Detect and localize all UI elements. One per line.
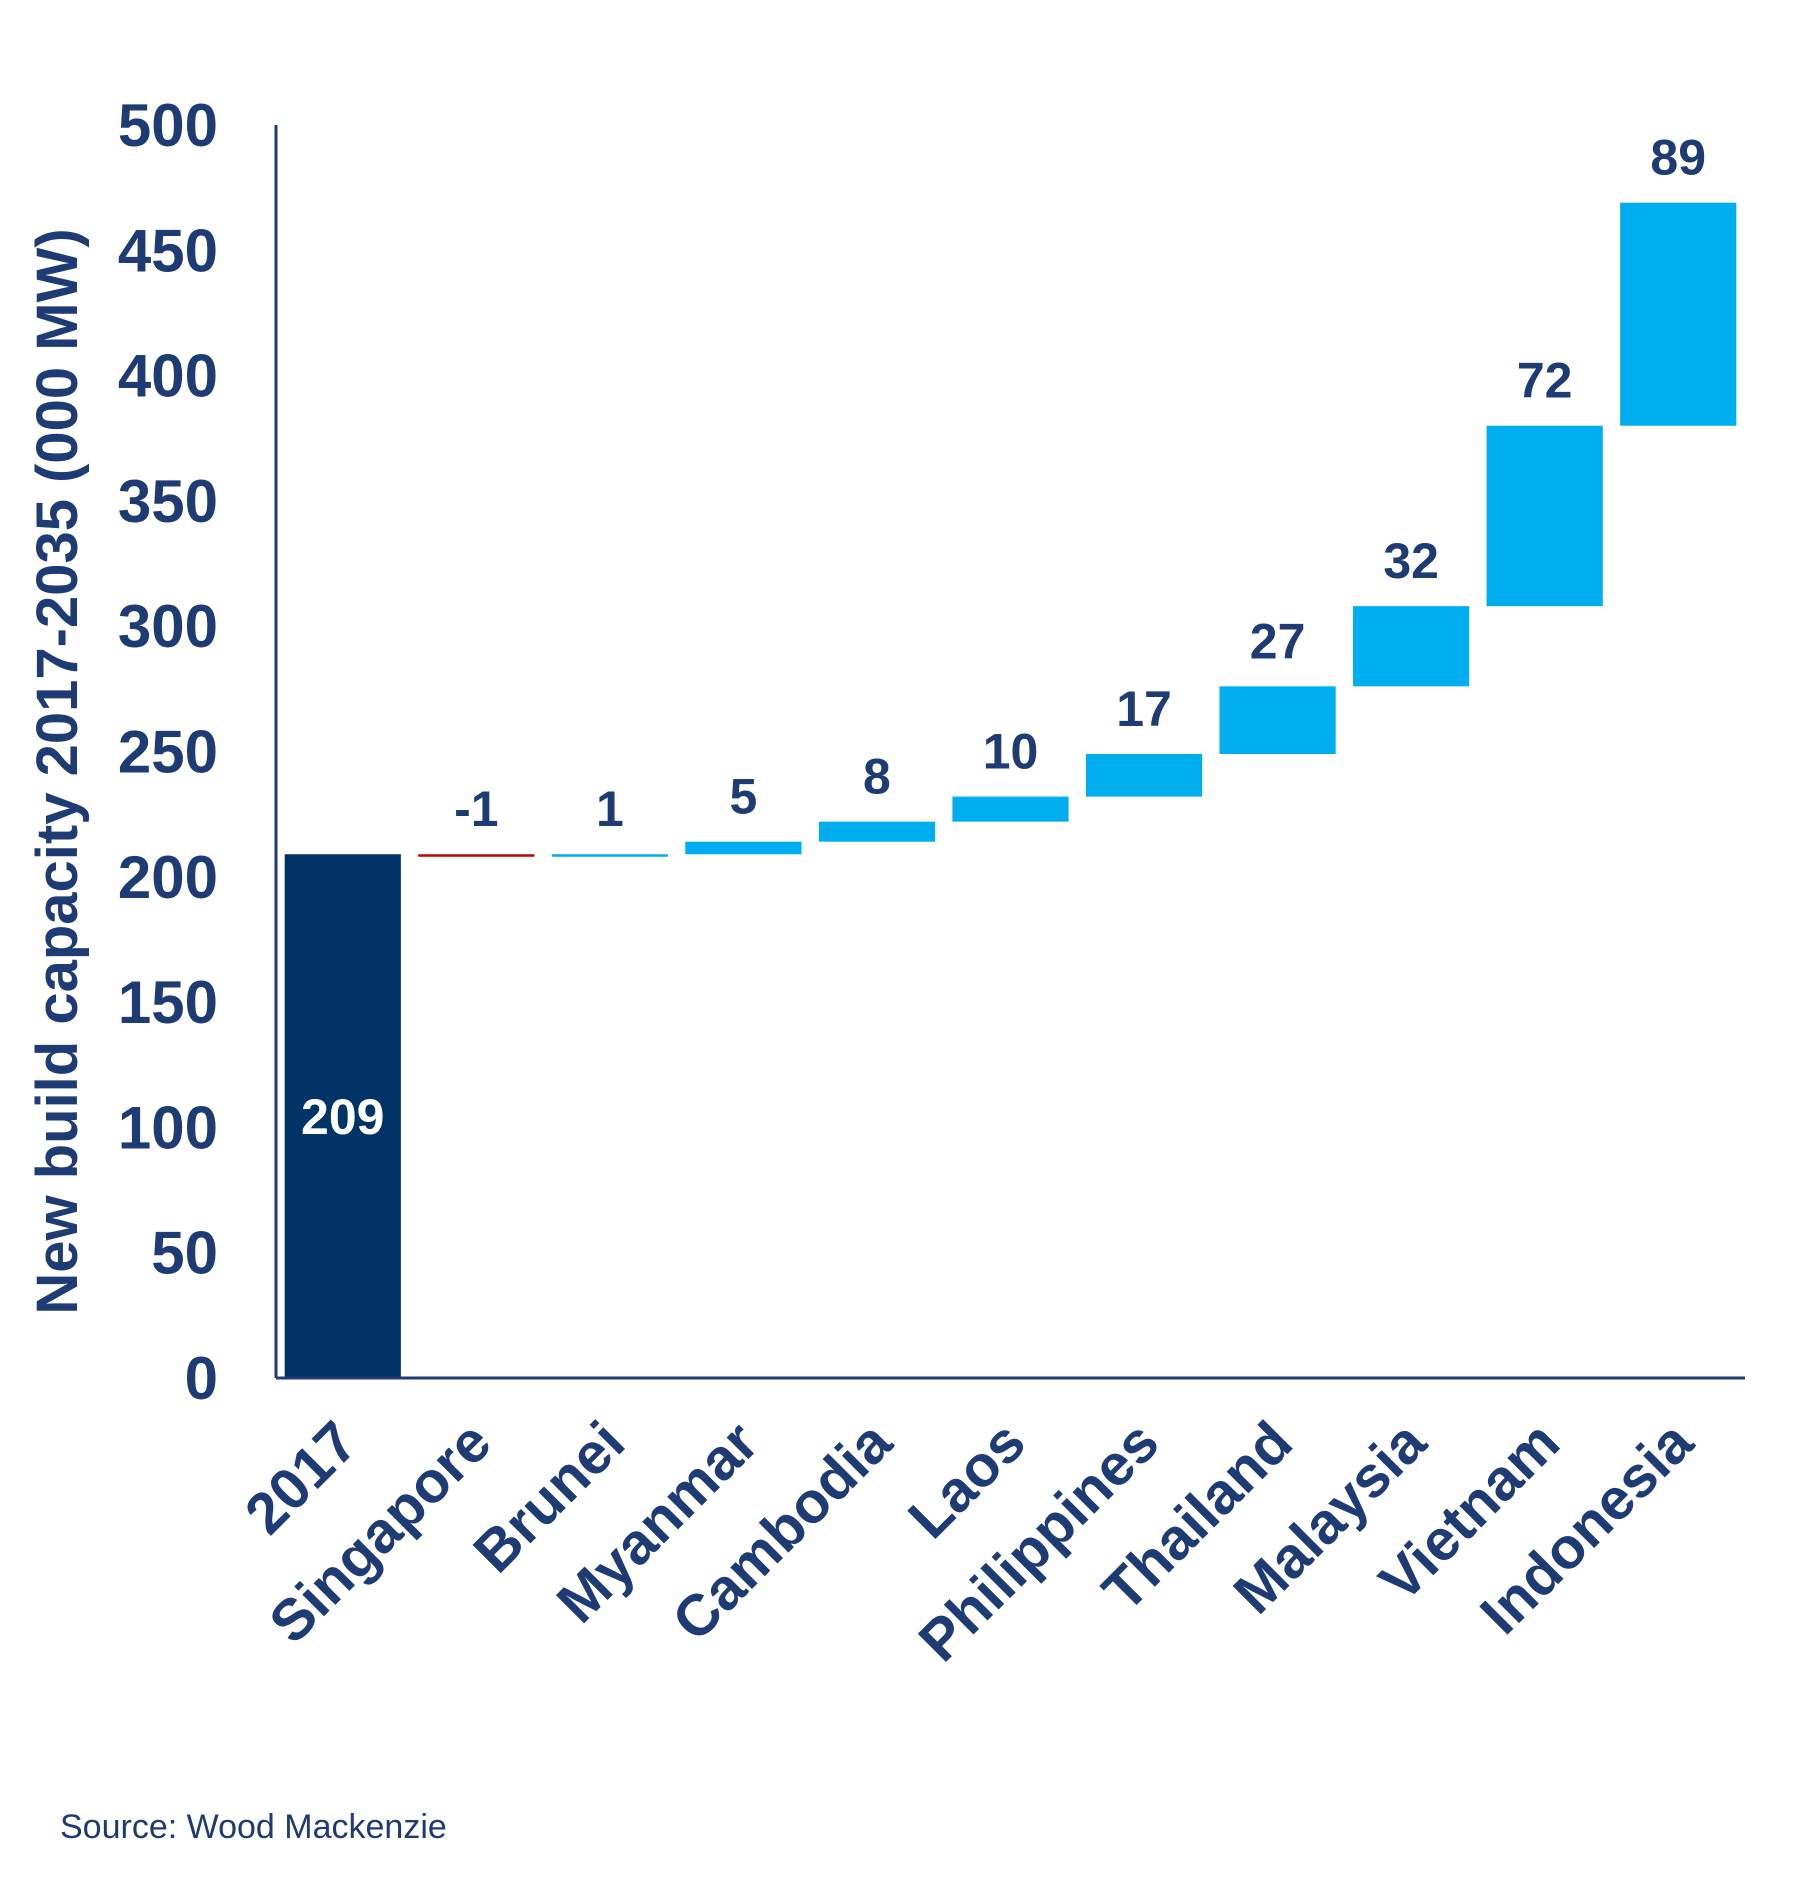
y-axis-title: New build capacity 2017-2035 (000 MW) [25, 228, 90, 1314]
y-tick-label: 150 [118, 969, 218, 1036]
data-label-philippines: 17 [1116, 681, 1172, 737]
bars [284, 202, 1737, 1378]
bar-thailand [1219, 686, 1336, 755]
bar-singapore [418, 854, 535, 857]
y-tick-label: 300 [118, 593, 218, 660]
bar-philippines [1085, 754, 1203, 797]
data-label-malaysia: 32 [1383, 533, 1439, 589]
y-tick-label: 350 [118, 468, 218, 535]
bar-laos [952, 796, 1069, 822]
data-label-cambodia: 8 [863, 749, 891, 805]
y-tick-label: 0 [185, 1345, 218, 1412]
y-tick-label: 250 [118, 719, 218, 786]
bar-myanmar [685, 841, 802, 855]
source-note: Source: Wood Mackenzie [60, 1808, 447, 1846]
y-tick-label: 500 [118, 92, 218, 159]
data-label-singapore: -1 [454, 781, 498, 837]
data-label-brunei: 1 [596, 781, 624, 837]
bar-malaysia [1353, 606, 1470, 687]
bar-vietnam [1486, 425, 1603, 607]
y-tick-label: 450 [118, 217, 218, 284]
data-label-laos: 10 [983, 724, 1039, 780]
bar-cambodia [818, 821, 936, 842]
x-axis-ticks: 2017SingaporeBruneiMyanmarCambodiaLaosPh… [233, 1409, 1706, 1674]
y-tick-label: 200 [118, 844, 218, 911]
data-labels: 209 -1 1 5 8 10 17 27 32 72 89 [301, 130, 1706, 1145]
data-label-2017: 209 [301, 1089, 384, 1145]
y-tick-label: 50 [151, 1220, 218, 1287]
y-axis-ticks: 0 50 100 150 200 250 300 350 400 450 500 [118, 92, 218, 1412]
bar-brunei [551, 854, 668, 857]
bar-indonesia [1620, 202, 1737, 426]
data-label-thailand: 27 [1250, 613, 1306, 669]
axes [274, 125, 1745, 1380]
y-tick-label: 400 [118, 343, 218, 410]
data-label-indonesia: 89 [1650, 130, 1706, 186]
data-label-myanmar: 5 [730, 769, 758, 825]
bar-2017 [284, 854, 401, 1378]
y-tick-label: 100 [118, 1094, 218, 1161]
y-axis-title-group: New build capacity 2017-2035 (000 MW) [25, 228, 90, 1314]
data-label-vietnam: 72 [1517, 353, 1573, 409]
